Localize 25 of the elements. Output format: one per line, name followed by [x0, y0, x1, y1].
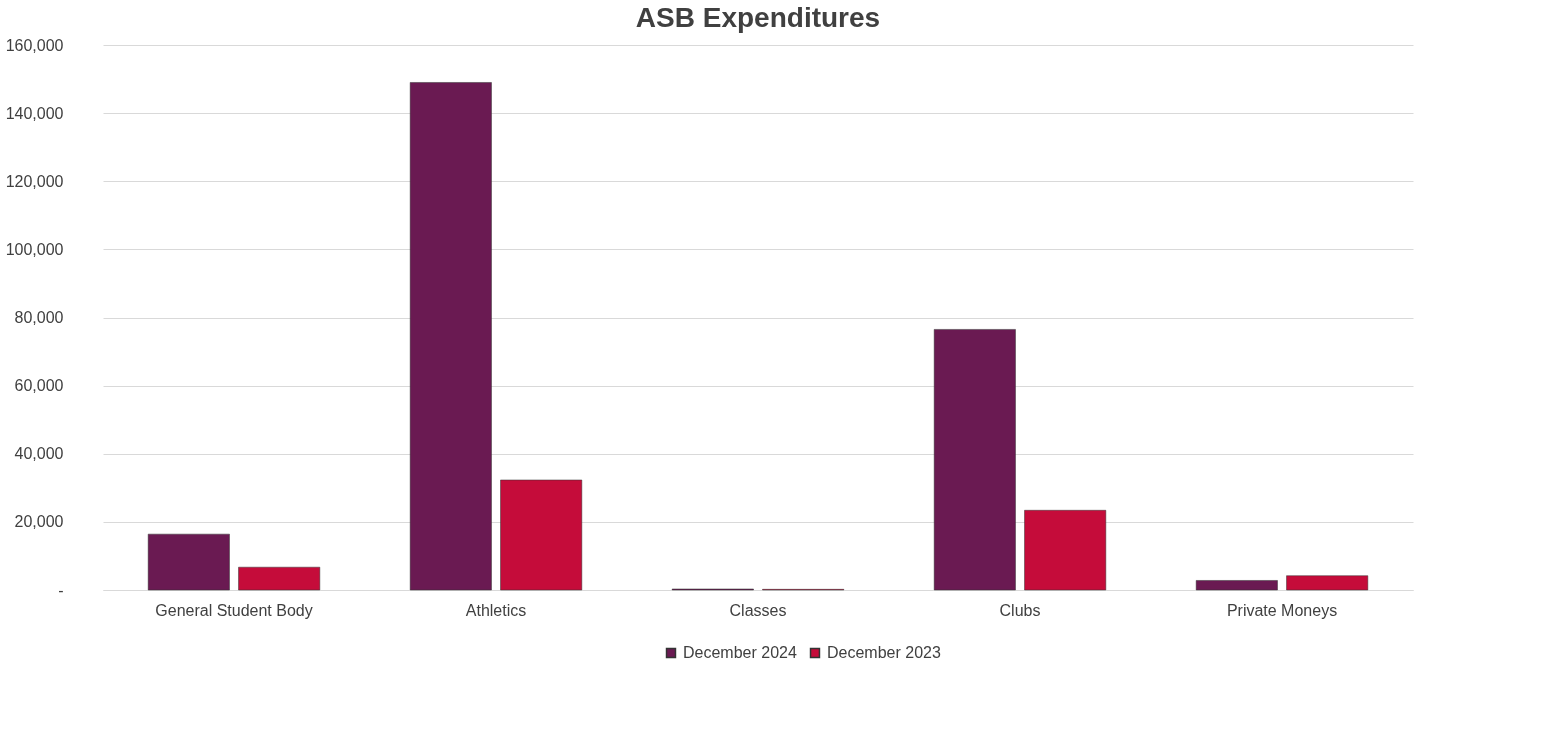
bar	[409, 82, 492, 591]
bar	[1286, 575, 1369, 591]
legend-label: December 2024	[683, 644, 797, 661]
bar	[933, 329, 1016, 591]
bar	[147, 533, 230, 591]
y-tick-label: 20,000	[14, 513, 64, 531]
bar	[1024, 510, 1107, 591]
x-tick-label: Athletics	[465, 601, 527, 619]
x-tick-label: Clubs	[999, 601, 1041, 619]
y-tick-label: 140,000	[5, 104, 64, 122]
bar	[500, 479, 583, 591]
bar	[238, 566, 321, 591]
chart-title: ASB Expenditures	[635, 2, 881, 33]
y-tick-label: 60,000	[14, 377, 64, 395]
y-tick-label: 80,000	[14, 309, 64, 326]
legend-label: December 2023	[827, 644, 941, 661]
x-tick-label: Private Moneys	[1226, 601, 1338, 619]
y-tick-label: -	[58, 581, 64, 599]
x-tick-label: Classes	[729, 601, 787, 619]
y-tick-label: 100,000	[5, 240, 64, 258]
y-tick-label: 120,000	[5, 172, 64, 190]
x-tick-label: General Student Body	[155, 601, 313, 619]
y-tick-label: 40,000	[14, 445, 64, 463]
bar	[1195, 580, 1278, 591]
y-tick-label: 160,000	[5, 36, 64, 54]
